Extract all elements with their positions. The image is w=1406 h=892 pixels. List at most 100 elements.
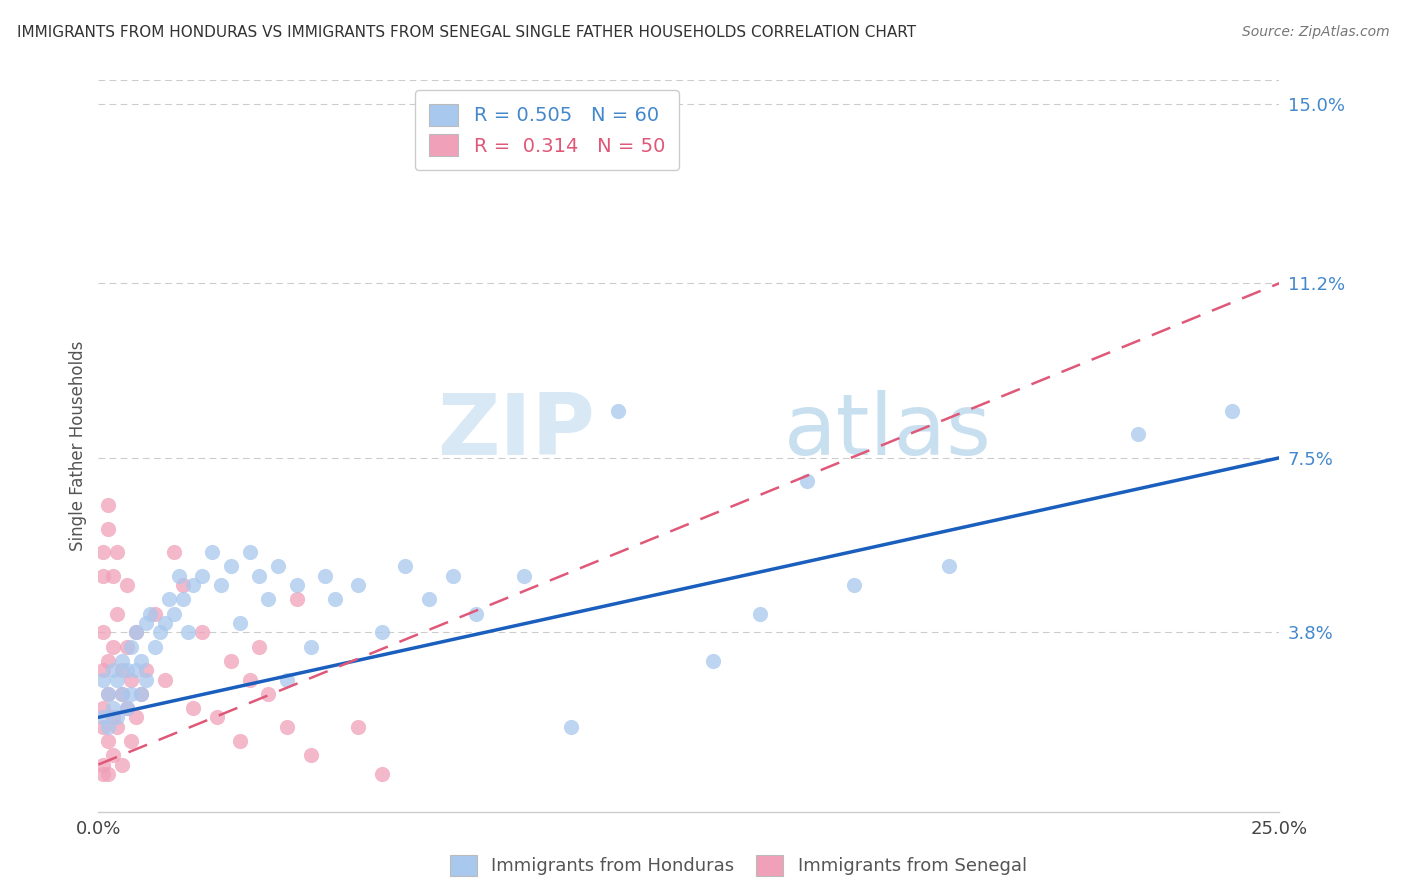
- Point: [172, 592, 194, 607]
- Y-axis label: Single Father Households: Single Father Households: [69, 341, 87, 551]
- Point: [143, 607, 166, 621]
- Point: [125, 710, 148, 724]
- Point: [121, 673, 143, 687]
- Point: [748, 607, 770, 621]
- Point: [239, 673, 262, 687]
- Point: [105, 710, 128, 724]
- Point: [135, 615, 157, 630]
- Point: [247, 640, 270, 654]
- Text: ZIP: ZIP: [437, 390, 595, 473]
- Point: [512, 568, 534, 582]
- Point: [105, 720, 128, 734]
- Point: [129, 687, 152, 701]
- Point: [560, 720, 582, 734]
- Point: [299, 640, 322, 654]
- Point: [91, 757, 114, 772]
- Point: [125, 625, 148, 640]
- Point: [418, 592, 440, 607]
- Point: [267, 559, 290, 574]
- Point: [125, 625, 148, 640]
- Point: [121, 640, 143, 654]
- Text: Source: ZipAtlas.com: Source: ZipAtlas.com: [1241, 25, 1389, 39]
- Point: [149, 625, 172, 640]
- Point: [163, 545, 186, 559]
- Point: [115, 640, 138, 654]
- Point: [201, 545, 224, 559]
- Legend: R = 0.505   N = 60, R =  0.314   N = 50: R = 0.505 N = 60, R = 0.314 N = 50: [415, 90, 679, 169]
- Point: [139, 607, 162, 621]
- Point: [143, 640, 166, 654]
- Point: [101, 701, 124, 715]
- Point: [229, 734, 252, 748]
- Point: [191, 625, 214, 640]
- Point: [101, 748, 124, 763]
- Point: [371, 625, 394, 640]
- Point: [129, 654, 152, 668]
- Point: [219, 559, 242, 574]
- Point: [125, 663, 148, 677]
- Point: [441, 568, 464, 582]
- Point: [115, 701, 138, 715]
- Point: [844, 578, 866, 592]
- Point: [323, 592, 346, 607]
- Point: [191, 568, 214, 582]
- Point: [105, 607, 128, 621]
- Point: [91, 625, 114, 640]
- Point: [97, 720, 120, 734]
- Point: [111, 687, 134, 701]
- Point: [115, 663, 138, 677]
- Point: [276, 673, 298, 687]
- Point: [276, 720, 298, 734]
- Point: [394, 559, 416, 574]
- Point: [314, 568, 336, 582]
- Point: [157, 592, 180, 607]
- Point: [91, 720, 114, 734]
- Point: [111, 687, 134, 701]
- Point: [111, 663, 134, 677]
- Point: [129, 687, 152, 701]
- Point: [111, 654, 134, 668]
- Point: [97, 687, 120, 701]
- Point: [101, 710, 124, 724]
- Point: [177, 625, 200, 640]
- Point: [181, 578, 204, 592]
- Point: [607, 403, 630, 417]
- Point: [135, 673, 157, 687]
- Point: [105, 545, 128, 559]
- Point: [91, 568, 114, 582]
- Point: [121, 734, 143, 748]
- Point: [181, 701, 204, 715]
- Point: [285, 578, 308, 592]
- Point: [115, 578, 138, 592]
- Point: [465, 607, 488, 621]
- Point: [239, 545, 262, 559]
- Point: [938, 559, 960, 574]
- Point: [135, 663, 157, 677]
- Point: [91, 663, 114, 677]
- Point: [97, 687, 120, 701]
- Point: [97, 522, 120, 536]
- Point: [101, 663, 124, 677]
- Point: [115, 701, 138, 715]
- Point: [91, 710, 114, 724]
- Point: [347, 720, 370, 734]
- Point: [97, 734, 120, 748]
- Point: [153, 673, 176, 687]
- Point: [91, 673, 114, 687]
- Point: [167, 568, 190, 582]
- Point: [101, 568, 124, 582]
- Point: [172, 578, 194, 592]
- Point: [796, 475, 818, 489]
- Text: IMMIGRANTS FROM HONDURAS VS IMMIGRANTS FROM SENEGAL SINGLE FATHER HOUSEHOLDS COR: IMMIGRANTS FROM HONDURAS VS IMMIGRANTS F…: [17, 25, 915, 40]
- Point: [205, 710, 228, 724]
- Point: [702, 654, 724, 668]
- Point: [257, 592, 280, 607]
- Point: [219, 654, 242, 668]
- Text: atlas: atlas: [783, 390, 991, 473]
- Point: [285, 592, 308, 607]
- Point: [257, 687, 280, 701]
- Point: [1126, 427, 1149, 442]
- Point: [91, 545, 114, 559]
- Point: [101, 640, 124, 654]
- Point: [105, 673, 128, 687]
